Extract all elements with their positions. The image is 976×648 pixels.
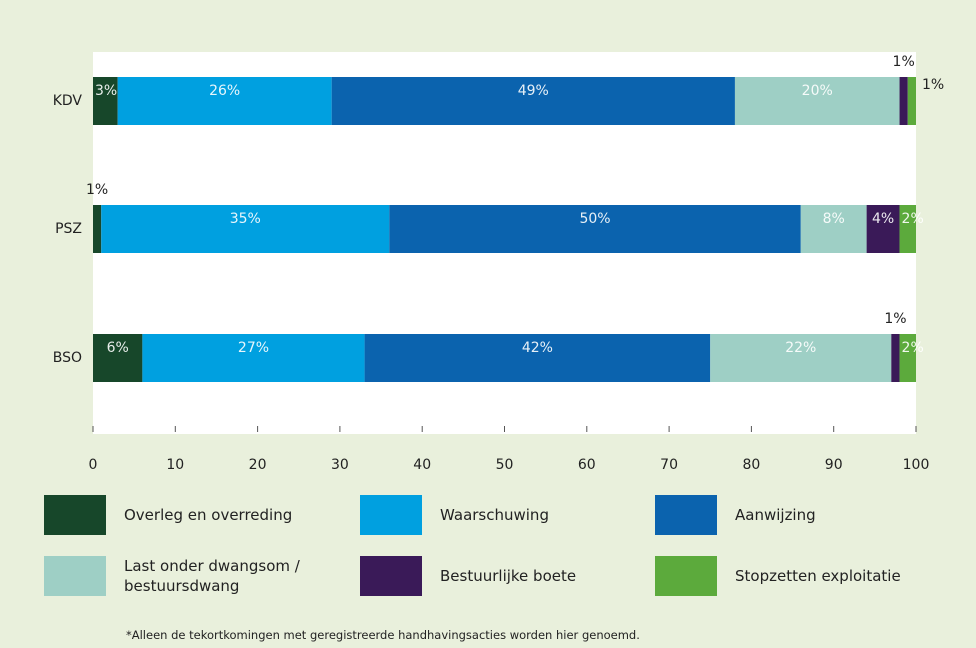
bar-segment	[891, 334, 900, 382]
bar-segment	[734, 77, 900, 125]
y-tick-label: BSO	[53, 350, 82, 366]
value-label: 2%	[902, 211, 924, 227]
bar-segment	[710, 334, 892, 382]
bar-segment	[93, 334, 143, 382]
legend-label: Last onder dwangsom / bestuursdwang	[124, 557, 300, 595]
bar-segment	[907, 77, 916, 125]
bar-segment	[101, 205, 390, 253]
legend-item: Overleg en overreding	[44, 495, 314, 535]
value-label: 8%	[823, 211, 845, 227]
x-tick-label: 70	[660, 457, 678, 473]
value-label: 20%	[802, 83, 833, 99]
legend-swatch	[655, 556, 717, 596]
bar-segment	[142, 334, 365, 382]
legend-item: Last onder dwangsom / bestuursdwang	[44, 556, 314, 596]
x-tick-label: 30	[331, 457, 349, 473]
value-label: 1%	[86, 182, 108, 198]
x-tick-label: 50	[496, 457, 514, 473]
bar-segment	[800, 205, 867, 253]
y-tick-label: PSZ	[55, 221, 82, 237]
value-label: 26%	[209, 83, 240, 99]
footnote: *Alleen de tekortkomingen met geregistre…	[126, 628, 640, 642]
bar-segment	[899, 205, 916, 253]
value-label: 6%	[107, 340, 129, 356]
legend-swatch	[655, 495, 717, 535]
bar-segment	[93, 77, 118, 125]
legend-item: Aanwijzing	[655, 495, 925, 535]
legend-swatch	[360, 556, 422, 596]
legend-label: Aanwijzing	[735, 506, 816, 524]
value-label: 1%	[922, 77, 944, 93]
legend-swatch	[360, 495, 422, 535]
x-tick-label: 40	[413, 457, 431, 473]
y-tick-label: KDV	[53, 93, 83, 109]
x-tick-label: 90	[825, 457, 843, 473]
bar-segment	[117, 77, 332, 125]
value-label: 2%	[902, 340, 924, 356]
x-tick-label: 10	[166, 457, 184, 473]
legend-swatch	[44, 556, 106, 596]
x-tick-label: 80	[742, 457, 760, 473]
value-label: 3%	[95, 83, 117, 99]
x-tick-label: 100	[903, 457, 930, 473]
legend-label: Stopzetten exploitatie	[735, 567, 901, 585]
legend-swatch	[44, 495, 106, 535]
legend-item: Waarschuwing	[360, 495, 630, 535]
value-label: 1%	[893, 54, 915, 70]
value-label: 50%	[579, 211, 610, 227]
x-tick-label: 20	[249, 457, 267, 473]
bar-segment	[899, 334, 916, 382]
legend-item: Stopzetten exploitatie	[655, 556, 925, 596]
value-label: 27%	[238, 340, 269, 356]
value-label: 1%	[884, 311, 906, 327]
bar-segment	[364, 334, 711, 382]
value-label: 49%	[518, 83, 549, 99]
x-tick-label: 60	[578, 457, 596, 473]
legend-label: Waarschuwing	[440, 506, 549, 524]
legend-label: Bestuurlijke boete	[440, 567, 577, 585]
value-label: 42%	[522, 340, 553, 356]
legend-label: Overleg en overreding	[124, 506, 293, 524]
value-label: 22%	[785, 340, 816, 356]
bar-segment	[331, 77, 735, 125]
bar-segment	[866, 205, 900, 253]
legend-item: Bestuurlijke boete	[360, 556, 630, 596]
value-label: 4%	[872, 211, 894, 227]
bar-segment	[899, 77, 908, 125]
bar-segment	[389, 205, 801, 253]
x-tick-label: 0	[89, 457, 98, 473]
value-label: 35%	[230, 211, 261, 227]
bar-segment	[93, 205, 102, 253]
